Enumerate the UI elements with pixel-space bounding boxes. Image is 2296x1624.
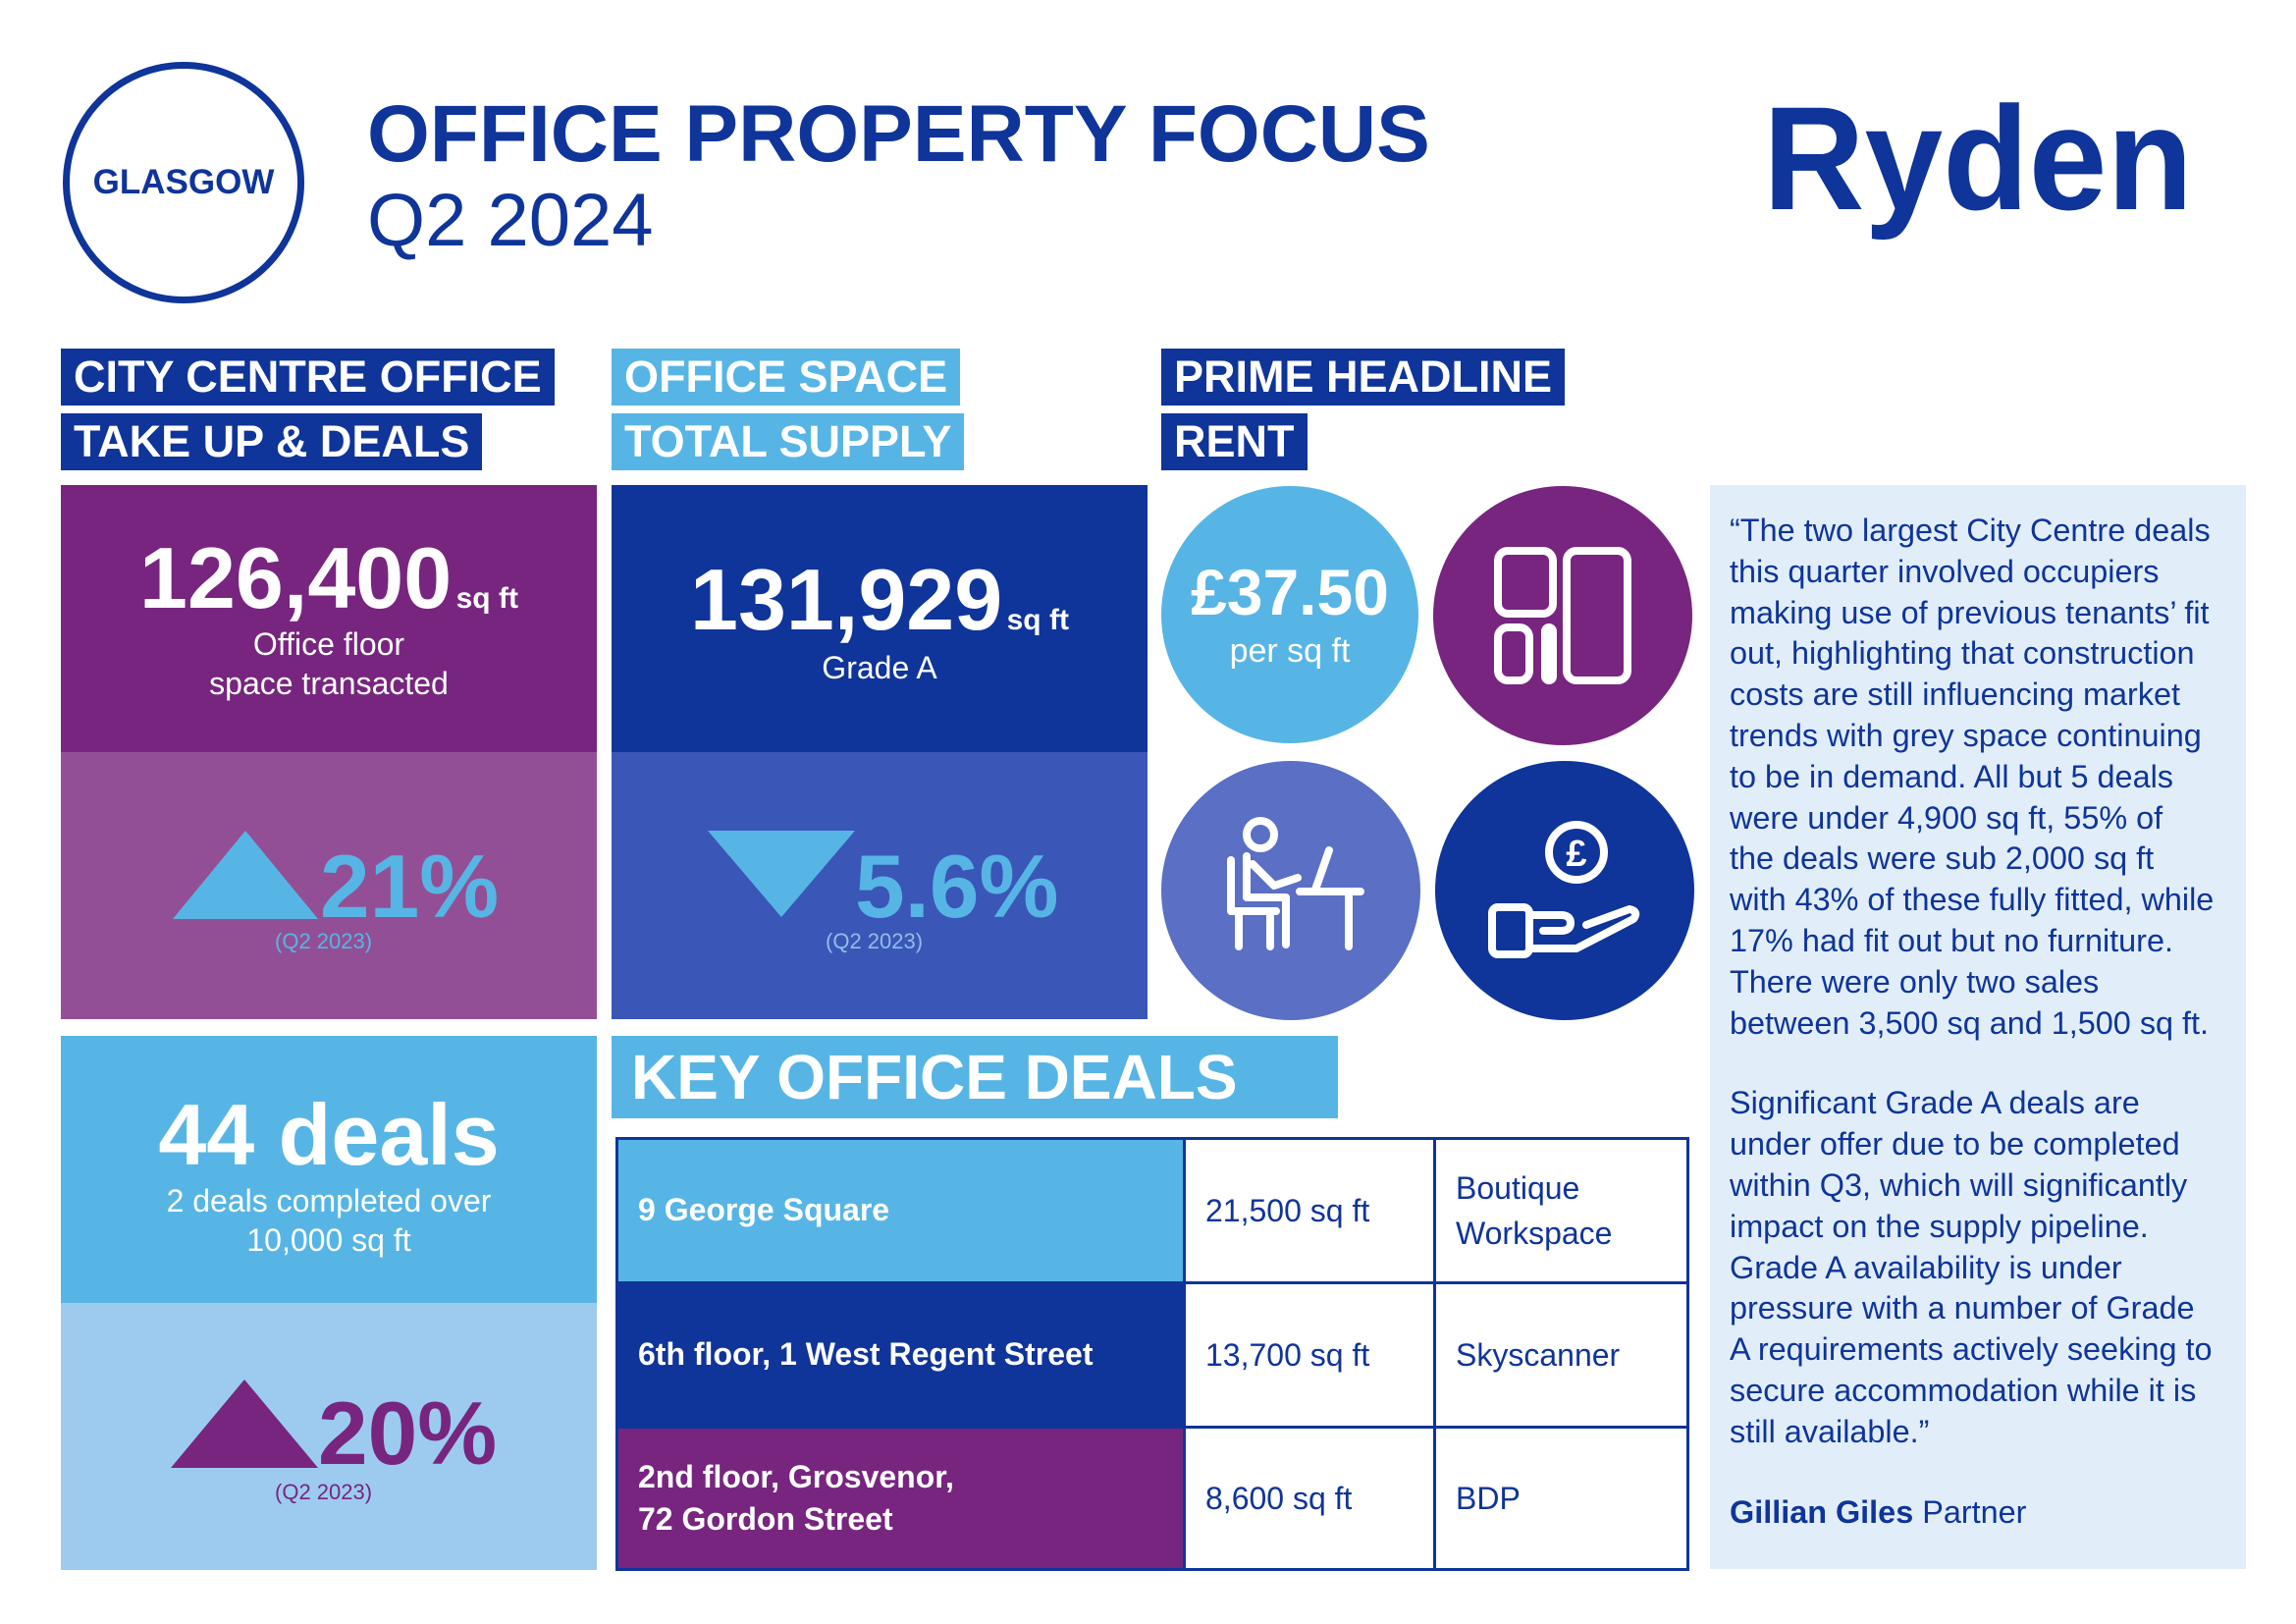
supply-card: 131,929 sq ft Grade A <box>612 485 1148 752</box>
quote-paragraph-1: “The two largest City Centre deals this … <box>1730 513 2215 1041</box>
arrow-up-icon <box>171 1380 318 1468</box>
deal-size: 21,500 sq ft <box>1183 1137 1436 1284</box>
page-period: Q2 2024 <box>367 179 654 262</box>
deals-value: 44 deals <box>158 1086 500 1183</box>
quote-role: Partner <box>1922 1493 2027 1530</box>
deal-size: 8,600 sq ft <box>1183 1426 1436 1571</box>
table-row: 2nd floor, Grosvenor, 72 Gordon Street <box>615 1426 1186 1571</box>
supply-unit: sq ft <box>1006 604 1069 636</box>
ryden-logo: Ryden <box>1763 96 2193 241</box>
takeup-caption: Office floor space transacted <box>209 626 449 701</box>
deal-size-text: 13,700 sq ft <box>1205 1336 1370 1373</box>
rent-circle: £37.50 per sq ft <box>1161 486 1418 743</box>
city-badge: GLASGOW <box>63 62 304 303</box>
arrow-down-icon <box>708 831 855 917</box>
deal-size: 13,700 sq ft <box>1183 1281 1436 1429</box>
hand-pound-coin-icon: £ <box>1488 821 1640 958</box>
deal-occupier: BDP <box>1433 1426 1689 1571</box>
quote-paragraph-2: Significant Grade A deals are under offe… <box>1730 1085 2213 1449</box>
table-row: 6th floor, 1 West Regent Street <box>615 1281 1186 1429</box>
takeup-heading-line2: TAKE UP & DEALS <box>61 413 483 470</box>
deal-address: 2nd floor, Grosvenor, 72 Gordon Street <box>638 1458 954 1537</box>
deals-caption: 2 deals completed over 10,000 sq ft <box>166 1183 492 1258</box>
deal-size-text: 8,600 sq ft <box>1205 1480 1353 1516</box>
quote-attribution: Gillian Giles Partner <box>1730 1492 2226 1534</box>
takeup-heading-line1: CITY CENTRE OFFICE <box>61 349 555 406</box>
rent-heading-line1: PRIME HEADLINE <box>1161 349 1566 406</box>
deal-occupier-text: BDP <box>1456 1480 1521 1516</box>
svg-text:£: £ <box>1566 834 1586 875</box>
supply-change: 5.6% <box>855 838 1059 937</box>
arrow-up-icon <box>173 831 318 919</box>
quote-author: Gillian Giles <box>1730 1493 1914 1530</box>
rent-unit: per sq ft <box>1229 631 1351 670</box>
key-deals-title: KEY OFFICE DEALS <box>612 1036 1338 1118</box>
quote-panel: “The two largest City Centre deals this … <box>1710 485 2246 1569</box>
takeup-figure: 126,400 sq ft <box>61 528 597 628</box>
deals-change-card: 20% (Q2 2023) <box>61 1303 597 1570</box>
takeup-compare: (Q2 2023) <box>275 929 373 953</box>
rent-value: £37.50 <box>1191 555 1389 628</box>
supply-figure: 131,929 sq ft <box>612 550 1148 650</box>
key-deals-table: 9 George Square 21,500 sq ft Boutique Wo… <box>615 1137 1689 1571</box>
takeup-card: 126,400 sq ft Office floor space transac… <box>61 485 597 752</box>
deals-card: 44 deals 2 deals completed over 10,000 s… <box>61 1036 597 1303</box>
takeup-change-card: 21% (Q2 2023) <box>61 752 597 1019</box>
deal-address: 6th floor, 1 West Regent Street <box>638 1336 1094 1373</box>
supply-heading-line2: TOTAL SUPPLY <box>612 413 965 470</box>
brand-wordmark: Ryden <box>1763 96 2193 241</box>
takeup-change: 21% <box>320 838 500 937</box>
floor-plan-circle <box>1433 486 1692 745</box>
deal-occupier-text: Boutique Workspace <box>1456 1169 1613 1251</box>
rent-heading-line2: RENT <box>1161 413 1308 470</box>
floor-plan-icon <box>1494 547 1631 684</box>
supply-caption: Grade A <box>822 650 937 685</box>
deal-size-text: 21,500 sq ft <box>1205 1192 1370 1228</box>
page-title: OFFICE PROPERTY FOCUS <box>367 89 1430 179</box>
payment-circle: £ <box>1435 761 1694 1020</box>
desk-worker-circle <box>1161 761 1420 1020</box>
deal-occupier: Skyscanner <box>1433 1281 1689 1429</box>
takeup-value: 126,400 <box>139 529 453 626</box>
deal-occupier-text: Skyscanner <box>1456 1336 1621 1373</box>
supply-heading-line1: OFFICE SPACE <box>612 349 961 406</box>
takeup-unit: sq ft <box>455 582 518 615</box>
supply-change-card: 5.6% (Q2 2023) <box>612 752 1148 1019</box>
supply-value: 131,929 <box>690 551 1003 648</box>
supply-compare: (Q2 2023) <box>826 929 924 953</box>
deal-address: 9 George Square <box>638 1192 890 1228</box>
table-row: 9 George Square <box>615 1137 1186 1284</box>
desk-worker-icon <box>1227 817 1364 950</box>
city-label: GLASGOW <box>92 163 275 201</box>
deals-compare: (Q2 2023) <box>275 1480 373 1504</box>
deal-occupier: Boutique Workspace <box>1433 1137 1689 1284</box>
deals-change: 20% <box>318 1384 498 1484</box>
